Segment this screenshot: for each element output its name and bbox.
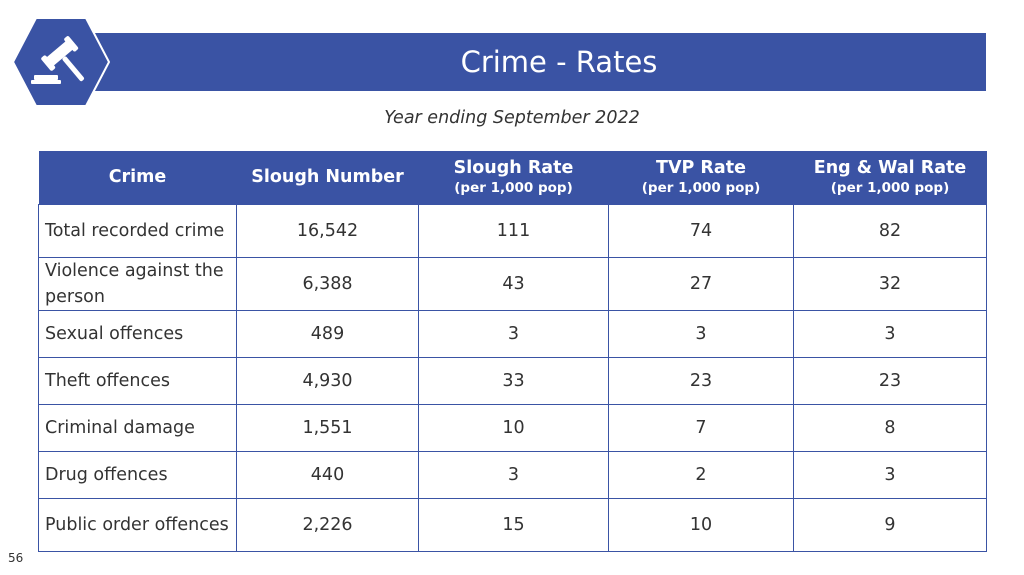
slough-number: 2,226 bbox=[236, 497, 419, 552]
header-crime: Crime bbox=[108, 167, 167, 188]
gavel-icon bbox=[12, 17, 110, 107]
tvp-rate: 27 bbox=[608, 256, 794, 311]
subtitle: Year ending September 2022 bbox=[384, 108, 640, 128]
slough-number: 16,542 bbox=[236, 203, 419, 258]
tvp-rate: 10 bbox=[608, 497, 794, 552]
slough-number: 1,551 bbox=[236, 403, 419, 452]
engwal-rate: 32 bbox=[793, 256, 987, 311]
header-slough-rate: Slough Rate (per 1,000 pop) bbox=[419, 151, 609, 204]
header-slough-rate-sub: (per 1,000 pop) bbox=[454, 180, 573, 197]
crime-rates-table: Crime Slough Number Slough Rate (per 1,00… bbox=[38, 151, 987, 552]
slough-number: 6,388 bbox=[236, 256, 419, 311]
slough-rate: 15 bbox=[418, 497, 609, 552]
table-row: Drug offences 440 3 2 3 bbox=[38, 450, 987, 499]
slough-number: 440 bbox=[236, 450, 419, 499]
engwal-rate: 23 bbox=[793, 356, 987, 405]
crime-name: Theft offences bbox=[38, 356, 237, 405]
slough-rate: 33 bbox=[418, 356, 609, 405]
title-banner: Crime - Rates bbox=[92, 33, 986, 91]
slide-title: Crime - Rates bbox=[460, 45, 658, 79]
table-row: Public order offences 2,226 15 10 9 bbox=[38, 497, 987, 552]
engwal-rate: 3 bbox=[793, 450, 987, 499]
slough-number: 489 bbox=[236, 309, 419, 358]
engwal-rate: 9 bbox=[793, 497, 987, 552]
crime-name: Total recorded crime bbox=[38, 203, 237, 258]
tvp-rate: 74 bbox=[608, 203, 794, 258]
tvp-rate: 23 bbox=[608, 356, 794, 405]
table-row: Total recorded crime 16,542 111 74 82 bbox=[38, 203, 987, 258]
slough-number: 4,930 bbox=[236, 356, 419, 405]
crime-name: Sexual offences bbox=[38, 309, 237, 358]
engwal-rate: 8 bbox=[793, 403, 987, 452]
table-row: Theft offences 4,930 33 23 23 bbox=[38, 356, 987, 405]
slough-rate: 43 bbox=[418, 256, 609, 311]
engwal-rate: 82 bbox=[793, 203, 987, 258]
header-tvp-rate: TVP Rate (per 1,000 pop) bbox=[609, 151, 794, 204]
tvp-rate: 3 bbox=[608, 309, 794, 358]
table-header-row: Crime Slough Number Slough Rate (per 1,00… bbox=[38, 151, 987, 204]
table-row: Sexual offences 489 3 3 3 bbox=[38, 309, 987, 358]
header-slough-number: Slough Number bbox=[251, 167, 404, 188]
header-engwal-rate: Eng & Wal Rate (per 1,000 pop) bbox=[794, 151, 987, 204]
tvp-rate: 2 bbox=[608, 450, 794, 499]
crime-name: Criminal damage bbox=[38, 403, 237, 452]
slough-rate: 111 bbox=[418, 203, 609, 258]
header-tvp-rate-sub: (per 1,000 pop) bbox=[641, 180, 761, 197]
crime-name: Violence against the person bbox=[38, 256, 237, 311]
tvp-rate: 7 bbox=[608, 403, 794, 452]
page-number: 56 bbox=[8, 551, 24, 565]
slough-rate: 3 bbox=[418, 450, 609, 499]
crime-name: Drug offences bbox=[38, 450, 237, 499]
table-row: Criminal damage 1,551 10 7 8 bbox=[38, 403, 987, 452]
engwal-rate: 3 bbox=[793, 309, 987, 358]
header-engwal-rate-sub: (per 1,000 pop) bbox=[830, 180, 950, 197]
table-row: Violence against the person 6,388 43 27 … bbox=[38, 256, 987, 311]
slough-rate: 10 bbox=[418, 403, 609, 452]
slough-rate: 3 bbox=[418, 309, 609, 358]
crime-name: Public order offences bbox=[38, 497, 237, 552]
